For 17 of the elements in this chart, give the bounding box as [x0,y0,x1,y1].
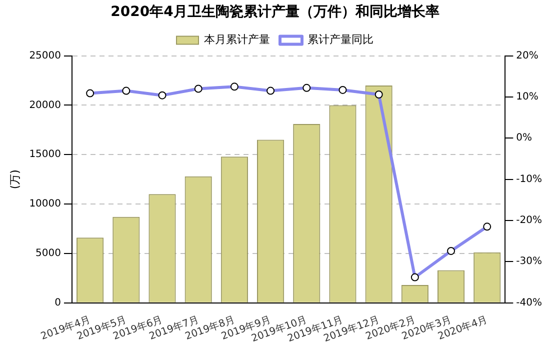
y-axis-title: (万) [8,170,22,190]
y-tick-label: 5000 [36,248,62,260]
y-tick-label: 15000 [29,149,62,160]
y-tick-label: 10000 [29,198,62,210]
legend-label: 累计产量同比 [308,33,374,46]
legend-label: 本月累计产量 [204,33,270,46]
y2-tick-label: -30% [516,256,542,268]
y-tick-label: 20000 [29,100,62,111]
y2-tick-label: 20% [516,50,538,62]
y2-tick-label: 0% [516,132,532,144]
y2-tick-label: -10% [516,174,542,185]
y2-tick-label: -40% [516,297,542,308]
chart-title: 2020年4月卫生陶瓷累计产量（万件）和同比增长率 [110,3,440,20]
y2-tick-label: -20% [516,215,542,226]
y2-tick-label: 10% [516,92,538,103]
y-tick-label: 0 [54,297,62,308]
y-tick-label: 25000 [29,50,62,62]
